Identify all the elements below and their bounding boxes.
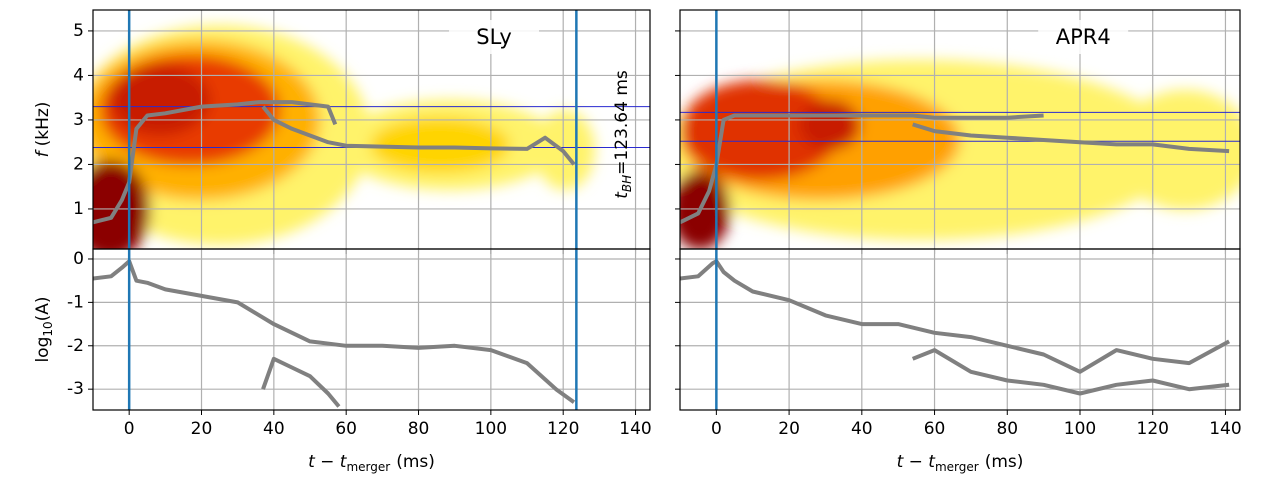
y-tick-label: 1 (73, 199, 84, 219)
annotation-part: =123.64 ms (612, 70, 632, 175)
y-tick-label: 3 (73, 110, 84, 130)
x-tick-label: 140 (619, 419, 651, 439)
x-axis-label-part: (ms) (396, 452, 435, 472)
x-tick-label: 60 (924, 419, 946, 439)
plot-lines (93, 249, 578, 410)
axes-frame (679, 248, 1241, 411)
x-tick-label: 80 (996, 419, 1018, 439)
x-tick-label: 120 (547, 419, 579, 439)
y-axis-label: f(kHz) (33, 102, 53, 158)
annotation-part: t (612, 191, 632, 199)
x-tick-label: 0 (711, 419, 722, 439)
x-tick-label: 120 (1137, 419, 1169, 439)
data-line (680, 259, 1231, 374)
y-tick-label: -1 (67, 292, 84, 312)
annotation: tBH=123.64 ms (612, 70, 634, 199)
x-tick-label: 40 (851, 419, 873, 439)
x-axis-label-part: merger (346, 460, 390, 474)
y-axis-label: log10(A) (33, 296, 55, 362)
data-line (261, 105, 576, 166)
y-tick-label: 2 (73, 154, 84, 174)
x-axis-label: t − tmerger (ms) (308, 452, 435, 474)
y-axis-label-part: f (33, 148, 53, 157)
y-axis-label-part: (kHz) (33, 102, 53, 147)
y-tick-label: -2 (67, 336, 84, 356)
y-tick-label: 4 (73, 65, 84, 85)
title-box (449, 20, 540, 54)
data-line (912, 122, 1230, 154)
plot-lines (680, 249, 1231, 410)
data-line (680, 113, 1044, 225)
y-tick-label: 0 (73, 249, 84, 269)
x-tick-label: 140 (1209, 419, 1241, 439)
plot-lines (93, 10, 650, 249)
title-box (1038, 20, 1129, 54)
x-axis-label-part: (ms) (985, 452, 1024, 472)
data-line (911, 348, 1230, 396)
spectrogram-apr4 (680, 60, 1240, 249)
y-axis-label-part: 10 (41, 321, 55, 336)
plot-lines (680, 10, 1240, 249)
x-tick-label: 20 (191, 419, 213, 439)
data-line (261, 356, 341, 408)
x-tick-label: 0 (124, 419, 135, 439)
y-axis-label-part: log (33, 337, 53, 363)
axes-frame (92, 248, 651, 411)
x-axis-label-part: merger (935, 460, 979, 474)
x-tick-label: 60 (335, 419, 357, 439)
data-line (93, 259, 576, 404)
y-tick-label: 5 (73, 21, 84, 41)
x-tick-label: 100 (475, 419, 507, 439)
annotation-part: BH (620, 175, 634, 192)
x-axis-label-part: t − t (308, 452, 348, 472)
y-tick-label: -3 (67, 379, 84, 399)
x-tick-label: 40 (263, 419, 285, 439)
x-tick-label: 80 (408, 419, 430, 439)
x-axis-label: t − tmerger (ms) (897, 452, 1024, 474)
data-line (93, 100, 338, 225)
x-tick-label: 100 (1064, 419, 1096, 439)
y-axis-label-part: (A) (33, 296, 53, 321)
x-tick-label: 20 (778, 419, 800, 439)
panel-title: SLy (476, 25, 512, 49)
x-axis-label-part: t − t (897, 452, 937, 472)
panel-title: APR4 (1056, 25, 1111, 49)
